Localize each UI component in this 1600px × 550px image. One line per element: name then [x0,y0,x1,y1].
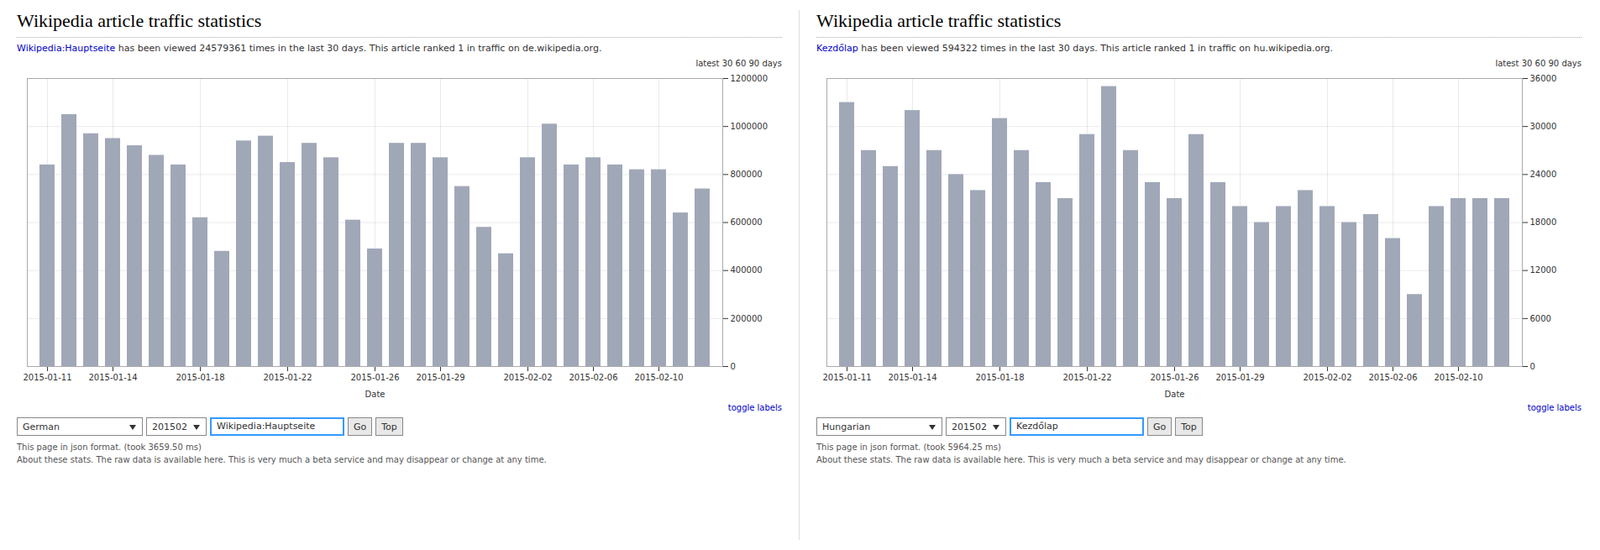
svg-text:2015-01-18: 2015-01-18 [975,372,1024,383]
svg-text:12000: 12000 [1530,265,1558,275]
svg-text:800000: 800000 [730,169,763,179]
html-text:This page in json format. (too: This page in json format. (took 5964.25 … [816,442,1001,452]
svg-text:2015-01-14: 2015-01-14 [88,372,137,383]
svg-text:Date: Date [1164,389,1186,399]
svg-text:0: 0 [1530,361,1536,372]
html-text:Go: Go [1153,421,1167,433]
html-text:latest 30 60 90 days: latest 30 60 90 days [1495,58,1582,69]
svg-text:2015-01-18: 2015-01-18 [175,372,225,383]
html-text:About these stats. The raw dat: About these stats. The raw data is avail… [16,455,547,465]
html-text:toggle labels: toggle labels [728,403,782,413]
svg-text:2015-01-11: 2015-01-11 [822,372,871,383]
svg-text:1200000: 1200000 [730,73,769,84]
svg-text:1000000: 1000000 [730,121,769,132]
html-text:Wikipedia article traffic stat: Wikipedia article traffic statistics [816,10,1062,32]
html-text:toggle labels: toggle labels [1527,403,1582,413]
svg-text:2015-02-06: 2015-02-06 [568,372,618,383]
svg-text:2015-01-26: 2015-01-26 [1149,372,1199,383]
html-text:Hungarian: Hungarian [822,421,871,433]
svg-text:18000: 18000 [1530,217,1558,227]
svg-text:2015-01-29: 2015-01-29 [415,372,465,383]
html-text:Go: Go [353,421,367,433]
html-text:Kezdőlap has been viewed 59432: Kezdőlap has been viewed 594322 times in… [816,42,1333,54]
svg-text:2015-02-10: 2015-02-10 [1433,372,1483,383]
html-text:201502: 201502 [152,421,188,433]
html-text:About these stats. The raw dat: About these stats. The raw data is avail… [816,455,1347,465]
html-text:Wikipedia:Hauptseite: Wikipedia:Hauptseite [216,420,316,432]
svg-text:2015-02-10: 2015-02-10 [634,372,683,383]
svg-text:2015-01-29: 2015-01-29 [1215,372,1265,383]
html-text:Top: Top [381,421,398,433]
svg-text:2015-02-02: 2015-02-02 [1302,372,1352,383]
html-text:Wikipedia:Hauptseite has been: Wikipedia:Hauptseite has been viewed 245… [16,42,602,54]
svg-text:2015-01-14: 2015-01-14 [887,372,937,383]
svg-text:30000: 30000 [1530,121,1558,132]
svg-text:6000: 6000 [1530,314,1552,324]
html-text:Top: Top [1181,421,1197,433]
svg-text:2015-02-02: 2015-02-02 [503,372,552,383]
svg-text:2015-02-06: 2015-02-06 [1368,372,1417,383]
html-text:latest 30 60 90 days: latest 30 60 90 days [695,58,782,69]
html-text:201502: 201502 [951,421,987,433]
svg-text:400000: 400000 [730,265,763,275]
html-text:Wikipedia article traffic stat: Wikipedia article traffic statistics [16,10,262,32]
html-text:Kezdőlap: Kezdőlap [1016,420,1059,432]
svg-text:2015-01-22: 2015-01-22 [1062,372,1112,383]
svg-text:36000: 36000 [1530,73,1558,84]
svg-text:24000: 24000 [1530,169,1558,179]
svg-text:200000: 200000 [730,314,763,324]
svg-text:Date: Date [365,389,386,399]
svg-text:2015-01-22: 2015-01-22 [262,372,312,383]
html-text:German: German [22,421,60,433]
svg-text:2015-01-11: 2015-01-11 [22,372,72,383]
svg-text:2015-01-26: 2015-01-26 [350,372,399,383]
svg-text:0: 0 [730,361,736,372]
html-text:This page in json format. (too: This page in json format. (took 3659.50 … [16,442,202,452]
svg-text:600000: 600000 [730,217,763,227]
